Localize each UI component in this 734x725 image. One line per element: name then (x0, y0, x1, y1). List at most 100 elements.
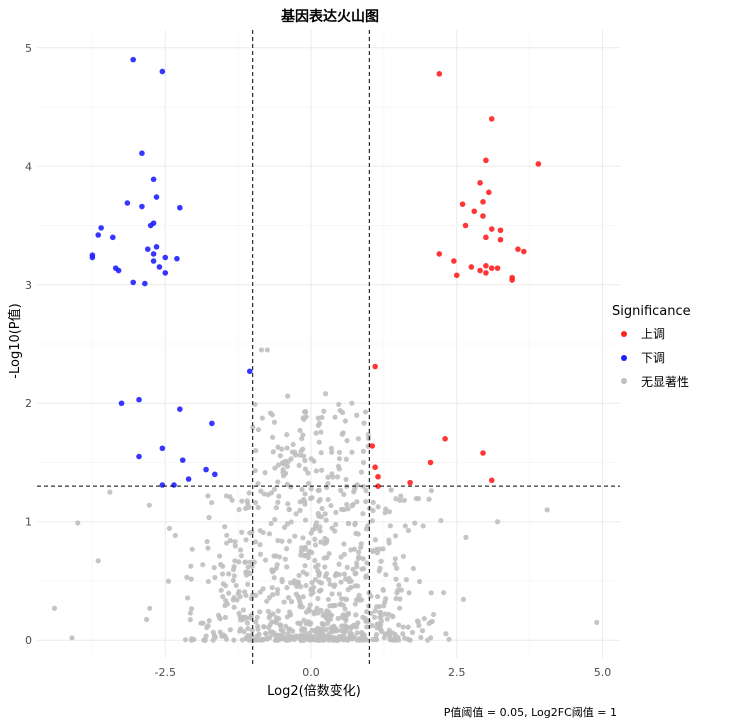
point-not-significant (288, 484, 294, 490)
point-not-significant (242, 559, 248, 565)
point-not-significant (379, 629, 385, 635)
point-downregulated (159, 68, 166, 75)
point-not-significant (279, 538, 285, 544)
point-not-significant (594, 619, 600, 626)
point-not-significant (209, 499, 215, 506)
point-downregulated (212, 471, 218, 478)
point-not-significant (384, 616, 390, 622)
point-not-significant (241, 629, 247, 635)
point-not-significant (405, 624, 411, 630)
point-upregulated (494, 265, 501, 271)
point-upregulated (483, 234, 489, 241)
point-not-significant (397, 605, 403, 611)
point-not-significant (397, 497, 403, 504)
point-not-significant (296, 635, 302, 641)
point-not-significant (277, 453, 283, 459)
point-downregulated (139, 150, 145, 157)
point-not-significant (253, 592, 259, 598)
point-not-significant (393, 595, 399, 602)
point-not-significant (337, 636, 343, 642)
point-not-significant (354, 630, 360, 636)
point-not-significant (375, 593, 381, 600)
point-not-significant (374, 621, 380, 627)
y-tick-label: 3 (25, 279, 32, 292)
point-not-significant (300, 569, 306, 575)
point-not-significant (255, 427, 262, 433)
point-not-significant (324, 554, 330, 561)
point-not-significant (354, 637, 360, 643)
point-not-significant (300, 594, 306, 600)
point-not-significant (430, 611, 437, 618)
point-not-significant (267, 612, 273, 619)
legend-title: Significance (612, 304, 691, 319)
point-not-significant (296, 572, 302, 579)
point-not-significant (240, 607, 246, 613)
x-axis-label: Log2(倍数变化) (267, 683, 361, 699)
point-not-significant (227, 537, 233, 544)
point-not-significant (393, 576, 399, 582)
point-not-significant (327, 581, 333, 587)
point-not-significant (275, 608, 281, 614)
point-not-significant (358, 544, 364, 550)
point-downregulated (174, 255, 180, 262)
point-not-significant (343, 456, 349, 462)
point-not-significant (232, 543, 238, 549)
point-not-significant (222, 603, 228, 609)
point-downregulated (246, 368, 253, 375)
point-not-significant (182, 637, 189, 643)
point-not-significant (322, 535, 328, 542)
point-not-significant (231, 604, 237, 610)
point-upregulated (486, 189, 492, 196)
point-downregulated (139, 203, 145, 210)
point-not-significant (198, 620, 204, 626)
point-not-significant (357, 597, 363, 603)
point-not-significant (332, 582, 338, 588)
point-not-significant (369, 518, 375, 524)
point-not-significant (337, 601, 343, 607)
point-not-significant (312, 557, 318, 564)
point-not-significant (341, 571, 348, 577)
point-not-significant (223, 493, 230, 499)
point-not-significant (321, 540, 327, 546)
point-not-significant (262, 470, 268, 476)
point-not-significant (269, 412, 275, 418)
point-not-significant (264, 598, 270, 604)
point-not-significant (334, 474, 341, 480)
point-not-significant (276, 554, 283, 560)
point-downregulated (142, 280, 148, 287)
point-not-significant (322, 391, 329, 397)
point-not-significant (317, 632, 323, 638)
point-not-significant (366, 603, 372, 609)
point-not-significant (266, 531, 273, 537)
point-downregulated (115, 267, 122, 274)
point-not-significant (255, 481, 261, 487)
point-not-significant (416, 578, 423, 585)
point-not-significant (322, 564, 328, 570)
point-not-significant (306, 635, 312, 641)
point-not-significant (355, 583, 361, 589)
point-not-significant (315, 636, 322, 642)
point-not-significant (308, 456, 314, 462)
point-not-significant (349, 449, 355, 455)
point-not-significant (363, 526, 370, 532)
point-upregulated (462, 222, 469, 229)
point-not-significant (261, 624, 267, 630)
point-not-significant (341, 507, 347, 513)
legend-label-ns: 无显著性 (641, 375, 689, 389)
point-not-significant (446, 636, 452, 642)
point-not-significant (231, 573, 237, 579)
point-not-significant (316, 420, 323, 426)
point-downregulated (136, 453, 142, 460)
point-upregulated (483, 157, 489, 164)
point-not-significant (188, 563, 194, 569)
point-downregulated (156, 264, 163, 270)
legend-entry-up: 上调 (621, 327, 665, 341)
point-downregulated (159, 482, 166, 488)
point-not-significant (361, 420, 367, 426)
point-upregulated (480, 213, 486, 219)
point-not-significant (252, 499, 259, 506)
point-not-significant (257, 542, 263, 548)
point-not-significant (428, 488, 434, 494)
point-not-significant (377, 609, 383, 616)
point-not-significant (285, 501, 291, 507)
